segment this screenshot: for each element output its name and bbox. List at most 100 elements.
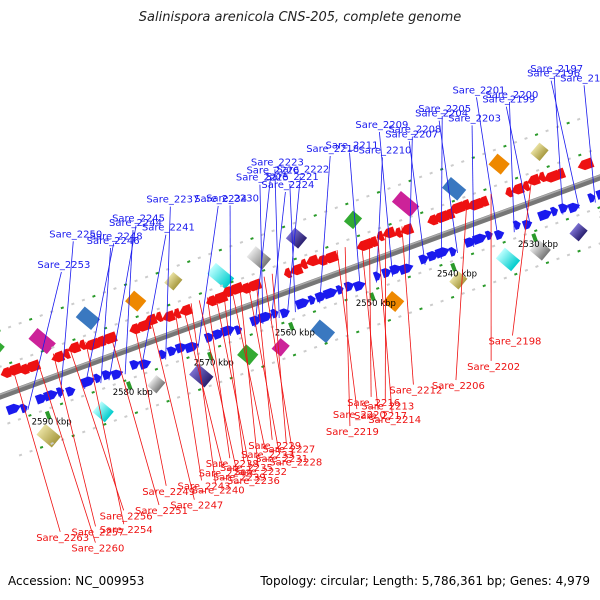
ring-dot (197, 388, 202, 392)
forward-gene-arrow (138, 359, 152, 370)
gene-leader-line (271, 273, 287, 444)
cog-block (449, 271, 468, 290)
ring-dot (17, 417, 22, 421)
ring-dot (514, 176, 519, 180)
ring-dot (514, 272, 518, 276)
cog-block (530, 142, 549, 162)
gene-leader-line (455, 202, 468, 381)
cog-block (569, 222, 588, 242)
forward-gene-arrow (93, 373, 102, 384)
ring-dot (7, 325, 12, 329)
genome-backbone (0, 174, 600, 400)
gene-label: Sare_2213 (361, 402, 414, 413)
ring-dot (260, 233, 265, 237)
ring-dot (461, 291, 465, 295)
ring-dot (281, 225, 286, 229)
gene-leader-line (553, 75, 564, 215)
forward-gene-arrow (335, 285, 344, 295)
gene-leader-line (255, 279, 273, 440)
ring-dot (429, 303, 434, 307)
forward-gene-arrow (129, 359, 140, 371)
gene-leader-line (408, 136, 413, 271)
ring-dot (165, 267, 170, 271)
ring-dot (291, 317, 296, 321)
cog-block (237, 344, 259, 366)
ring-dot (71, 302, 75, 306)
gene-leader-line (263, 276, 294, 457)
tick-mark (44, 410, 52, 420)
forward-gene-arrow (493, 230, 505, 241)
ring-dot (388, 222, 392, 226)
ring-dot (113, 287, 117, 291)
ring-dot (217, 344, 222, 348)
ring-dot (493, 184, 498, 188)
ring-dot (576, 213, 580, 217)
ring-dot (272, 265, 276, 269)
ring-dot (92, 426, 97, 430)
gene-label: Sare_2243 (178, 481, 231, 492)
ring-dot (504, 180, 508, 184)
gene-label: Sare_2224 (261, 180, 314, 191)
ring-dot (208, 252, 212, 256)
gene-label: Sare_2240 (192, 485, 245, 496)
gene-leader-line (336, 250, 358, 410)
reverse-gene-arrow (101, 331, 118, 345)
gene-leader-line (223, 291, 245, 463)
cog-block (75, 306, 101, 331)
gene-label: Sare_2239 (213, 472, 266, 483)
ring-dot (261, 269, 266, 272)
ring-dot (271, 229, 275, 233)
gene-label: Sare_2204 (415, 109, 468, 120)
ring-dot (460, 256, 464, 260)
cog-block (488, 153, 510, 175)
gene-leader-line (85, 341, 125, 525)
ring-dot (471, 288, 476, 292)
ring-dot (177, 299, 182, 303)
cog-block (529, 239, 551, 261)
ring-dot (196, 352, 201, 356)
ring-dot (377, 322, 381, 326)
ring-dot (8, 361, 13, 365)
ring-dot (566, 121, 570, 125)
cog-block (28, 327, 56, 355)
tick-mark (126, 381, 133, 390)
ring-dot (197, 256, 202, 260)
ring-dot (50, 442, 54, 445)
ring-dot (492, 280, 497, 284)
ring-dot (250, 237, 254, 240)
ring-dot (282, 261, 287, 265)
ring-dot (566, 253, 571, 257)
gene-label: Sare_2222 (276, 165, 329, 176)
ring-dot (524, 137, 528, 140)
gene-leader-line (198, 300, 238, 472)
ring-dot (281, 321, 285, 325)
ring-dot (376, 190, 381, 194)
gene-leader-line (174, 309, 202, 481)
ring-dot (555, 221, 559, 225)
gene-leader-line (247, 282, 280, 453)
ring-dot (175, 360, 180, 364)
gene-label: Sare_2245 (112, 213, 165, 224)
gene-leader-line (150, 318, 195, 500)
ring-dot (60, 306, 65, 310)
reverse-gene-arrow (316, 254, 328, 266)
ring-dot (303, 349, 307, 353)
ring-dot (155, 271, 159, 275)
forward-gene-arrow (587, 193, 596, 203)
ring-dot (419, 211, 424, 215)
tick-label: 2550 kbp (356, 299, 396, 309)
ring-dot (492, 148, 497, 152)
gene-leader-line (231, 288, 266, 450)
gene-label: Sare_2236 (227, 476, 280, 487)
reverse-gene-arrow (6, 362, 24, 376)
ring-dot (103, 422, 107, 426)
reverse-gene-arrow (522, 180, 531, 192)
ring-dot (470, 252, 475, 256)
ring-dot (304, 253, 308, 257)
forward-gene-arrow (257, 311, 273, 324)
gene-leader-line (100, 247, 111, 384)
ring-dot (428, 267, 433, 271)
ring-dot (167, 303, 171, 307)
ring-dot (439, 263, 443, 267)
gene-label: Sare_2220 (333, 410, 386, 421)
